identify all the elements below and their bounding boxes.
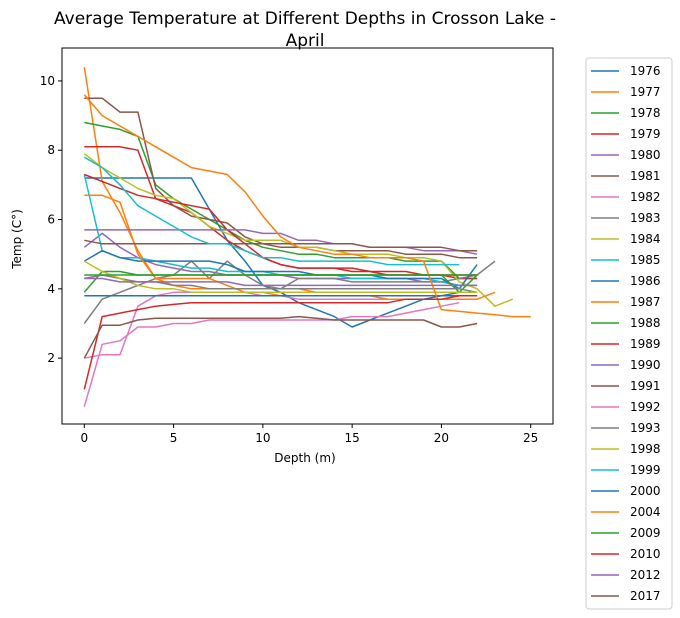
- series-line-1983: [83, 260, 496, 324]
- plot-series-group: [83, 66, 531, 407]
- legend-label-2017: 2017: [630, 589, 661, 603]
- legend-label-1991: 1991: [630, 379, 661, 393]
- series-line-1976: [84, 177, 478, 328]
- legend-label-1989: 1989: [630, 337, 661, 351]
- y-axis: 2 4 6 8 10: [40, 74, 62, 365]
- legend-label-1988: 1988: [630, 316, 661, 330]
- series-line-1992: [83, 301, 460, 407]
- legend-label-1987: 1987: [630, 295, 661, 309]
- series-line-2010: [83, 295, 478, 390]
- legend-label-1985: 1985: [630, 253, 661, 267]
- legend-label-1979: 1979: [630, 127, 661, 141]
- chart-title-line-1: Average Temperature at Different Depths …: [54, 9, 556, 29]
- legend-label-2012: 2012: [630, 568, 661, 582]
- legend-label-1993: 1993: [630, 421, 661, 435]
- y-tick-label: 10: [40, 74, 55, 88]
- series-line-1999: [83, 156, 460, 266]
- series-line-1990: [84, 229, 478, 255]
- x-tick-label: 0: [80, 431, 88, 445]
- legend-label-1983: 1983: [630, 211, 661, 225]
- x-tick-label: 20: [434, 431, 449, 445]
- legend-label-1976: 1976: [630, 64, 661, 78]
- legend-entries: 1976 1977 1978 1979 1980 1981 1982 1983 1984 1985…: [591, 64, 661, 603]
- plot-frame: [61, 47, 554, 425]
- legend-label-1990: 1990: [630, 358, 661, 372]
- legend-label-2000: 2000: [630, 484, 661, 498]
- chart-title-line-2: April: [286, 31, 325, 51]
- series-line-1991: [84, 239, 478, 252]
- x-tick-label: 25: [523, 431, 538, 445]
- legend-label-2004: 2004: [630, 505, 661, 519]
- y-tick-label: 8: [47, 143, 55, 157]
- legend-label-1984: 1984: [630, 232, 661, 246]
- legend-label-1992: 1992: [630, 400, 661, 414]
- legend-label-1986: 1986: [630, 274, 661, 288]
- legend-box: [585, 57, 673, 610]
- legend-label-1980: 1980: [630, 148, 661, 162]
- x-tick-label: 10: [255, 431, 270, 445]
- legend-label-1977: 1977: [630, 85, 661, 99]
- y-tick-label: 4: [47, 282, 55, 296]
- x-tick-label: 5: [170, 431, 178, 445]
- legend: 1976 1977 1978 1979 1980 1981 1982 1983 1984 1985…: [585, 57, 673, 610]
- legend-label-1981: 1981: [630, 169, 661, 183]
- legend-label-1982: 1982: [630, 190, 661, 204]
- series-line-1998: [83, 260, 478, 294]
- legend-label-2010: 2010: [630, 547, 661, 561]
- y-tick-label: 2: [47, 351, 55, 365]
- series-line-1981: [84, 97, 478, 259]
- series-line-1978: [84, 121, 478, 280]
- y-axis-label: Temp (C°): [10, 209, 24, 270]
- x-tick-label: 15: [344, 431, 359, 445]
- x-axis-label: Depth (m): [274, 451, 335, 465]
- series-line-1986: [83, 249, 478, 290]
- y-tick-label: 6: [47, 213, 55, 227]
- legend-label-1999: 1999: [630, 463, 661, 477]
- series-line-2012: [84, 277, 478, 287]
- x-axis: 0 5 10 15 20 25: [80, 424, 538, 445]
- legend-label-2009: 2009: [630, 526, 661, 540]
- legend-label-1978: 1978: [630, 106, 661, 120]
- series-line-2004: [83, 94, 531, 318]
- series-line-2017: [83, 315, 478, 359]
- legend-label-1998: 1998: [630, 442, 661, 456]
